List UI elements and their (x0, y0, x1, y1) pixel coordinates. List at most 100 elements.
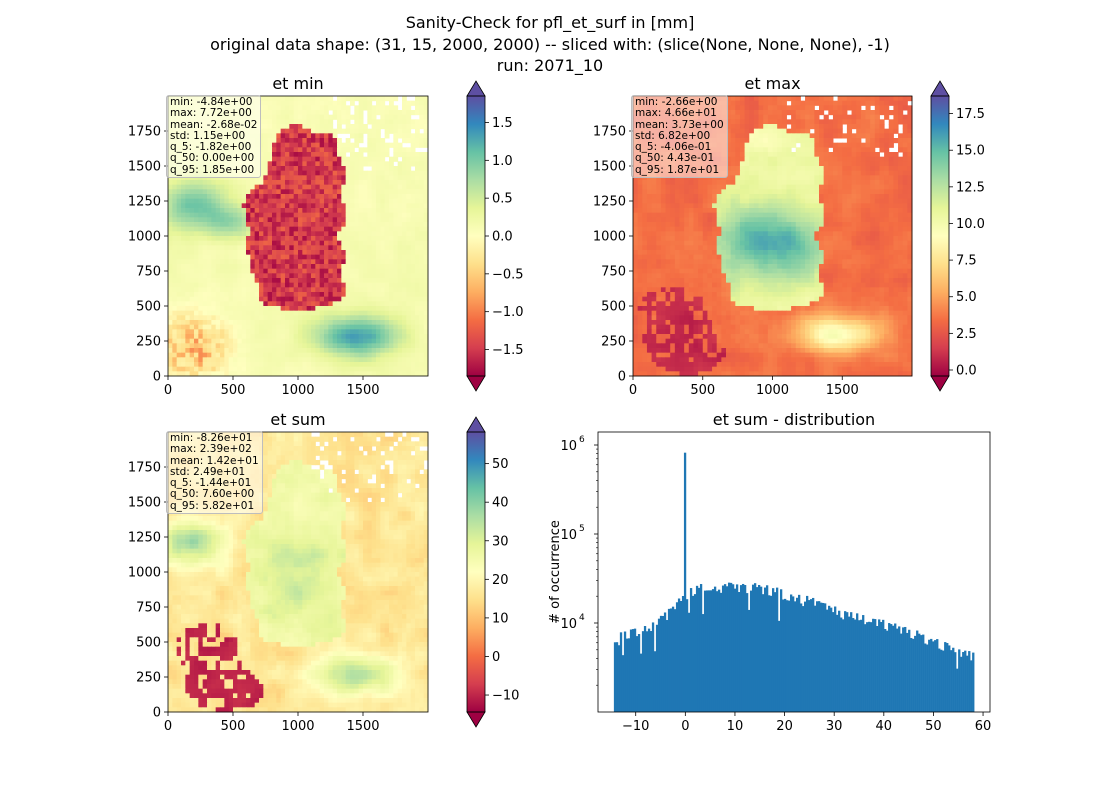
colorbar-tick-label-et-sum: 30 (492, 534, 509, 549)
y-tick-exponent-histogram: 6 (579, 435, 585, 445)
stats-line: q_5: -1.44e+01 (170, 477, 252, 490)
y-tick-label-et-max: 0 (618, 370, 626, 385)
x-tick-label-et-sum: 500 (221, 719, 246, 734)
stats-line: std: 1.15e+00 (170, 129, 246, 142)
colorbar-tick-label-et-max: 10.0 (956, 217, 985, 232)
x-tick-label-et-max: 1500 (826, 383, 859, 398)
stats-line: q_95: 1.87e+01 (635, 163, 720, 176)
y-tick-label-et-max: 750 (601, 265, 626, 280)
colorbar-tick-label-et-min: 1.0 (492, 154, 513, 169)
stats-line: mean: 3.73e+00 (635, 118, 724, 131)
stats-box-et-max: min: -2.66e+00 max: 4.66e+01 mean: 3.73e+0… (631, 95, 728, 179)
stats-box-et-sum: min: -8.26e+01 max: 2.39e+02 mean: 1.42e+0… (166, 431, 263, 515)
panel-title-et-min: et min (272, 74, 323, 93)
colorbar-tick-label-et-max: 2.5 (956, 327, 977, 342)
y-tick-exponent-histogram: 5 (579, 524, 585, 534)
panel-title-et-sum: et sum (270, 410, 325, 429)
x-tick-label-et-min: 1500 (346, 383, 379, 398)
y-tick-label-et-sum: 1250 (128, 531, 161, 546)
figure-title-line-2: original data shape: (31, 15, 2000, 2000… (210, 35, 890, 54)
y-tick-label-et-max: 500 (601, 300, 626, 315)
histogram-bars (613, 452, 975, 712)
axes-frame-histogram (597, 431, 991, 713)
stats-line: min: -8.26e+01 (170, 432, 253, 444)
y-tick-label-et-max: 1000 (593, 230, 626, 245)
x-tick-label-histogram: −10 (622, 719, 649, 734)
x-tick-label-histogram: 50 (925, 719, 942, 734)
stats-line: q_50: 0.00e+00 (170, 152, 255, 165)
colorbar-tick-label-et-min: −1.5 (492, 343, 524, 358)
colorbar-tick-label-et-max: 17.5 (956, 107, 985, 122)
y-tick-label-et-min: 1500 (128, 160, 161, 175)
stats-line: q_5: -1.82e+00 (170, 141, 252, 154)
colorbar-et-sum (467, 432, 485, 712)
y-tick-label-et-min: 0 (153, 370, 161, 385)
x-tick-label-et-sum: 1500 (346, 719, 379, 734)
stats-line: q_95: 1.85e+00 (170, 163, 255, 176)
y-tick-label-histogram: 10 (560, 617, 577, 632)
colorbar-tick-label-et-max: 5.0 (956, 290, 977, 305)
x-tick-label-histogram: 60 (975, 719, 992, 734)
y-tick-label-et-sum: 750 (136, 601, 161, 616)
colorbar-tick-label-et-sum: −10 (492, 689, 519, 704)
colorbar-extend-top-et-sum (466, 416, 486, 433)
colorbar-tick-label-et-sum: 50 (492, 457, 509, 472)
heatmap-et-sum (168, 432, 429, 713)
y-tick-label-et-sum: 1000 (128, 566, 161, 581)
y-axis-label-histogram: # of occurrence (548, 520, 563, 624)
colorbar-tick-label-et-min: 1.5 (492, 116, 513, 131)
colorbar-tick-label-et-min: −1.0 (492, 305, 524, 320)
y-tick-exponent-histogram: 4 (579, 613, 585, 623)
y-tick-label-et-min: 750 (136, 265, 161, 280)
y-tick-label-et-sum: 1500 (128, 496, 161, 511)
colorbar-extend-bottom-et-sum (466, 711, 486, 728)
x-tick-label-et-min: 0 (164, 383, 172, 398)
y-tick-label-et-max: 250 (601, 335, 626, 350)
stats-line: q_50: 4.43e-01 (635, 152, 715, 165)
y-tick-label-et-min: 250 (136, 335, 161, 350)
stats-line: q_5: -4.06e-01 (635, 141, 712, 154)
colorbar-et-max (931, 96, 949, 376)
y-tick-label-histogram: 10 (560, 439, 577, 454)
colorbar-et-min (467, 96, 485, 376)
x-tick-label-histogram: 10 (727, 719, 744, 734)
colorbar-extend-top-et-min (466, 80, 486, 97)
x-tick-label-histogram: 20 (776, 719, 793, 734)
stats-line: std: 6.82e+00 (635, 129, 711, 142)
stats-line: max: 4.66e+01 (635, 107, 717, 120)
y-tick-label-et-sum: 250 (136, 671, 161, 686)
panel-title-et-max: et max (744, 74, 800, 93)
y-tick-label-et-sum: 500 (136, 636, 161, 651)
stats-box-et-min: min: -4.84e+00 max: 7.72e+00 mean: -2.68e-… (166, 95, 262, 179)
y-tick-label-et-min: 1000 (128, 230, 161, 245)
stats-line: min: -2.66e+00 (635, 96, 718, 108)
y-tick-label-et-max: 1250 (593, 195, 626, 210)
y-tick-label-et-max: 1750 (593, 125, 626, 140)
x-tick-label-et-min: 1000 (281, 383, 314, 398)
stats-line: q_95: 5.82e+01 (170, 499, 255, 512)
colorbar-tick-label-et-sum: 40 (492, 496, 509, 511)
stats-line: max: 2.39e+02 (170, 443, 252, 456)
stats-line: std: 2.49e+01 (170, 465, 246, 478)
y-tick-label-et-min: 1250 (128, 195, 161, 210)
y-tick-label-histogram: 10 (560, 528, 577, 543)
x-tick-label-et-max: 1000 (756, 383, 789, 398)
stats-line: max: 7.72e+00 (170, 107, 252, 120)
x-tick-label-et-sum: 0 (164, 719, 172, 734)
x-tick-label-histogram: 40 (876, 719, 893, 734)
x-tick-label-histogram: 0 (681, 719, 689, 734)
colorbar-tick-label-et-sum: 20 (492, 573, 509, 588)
colorbar-tick-label-et-max: 12.5 (956, 180, 985, 195)
y-tick-label-et-min: 1750 (128, 125, 161, 140)
colorbar-extend-top-et-max (930, 80, 950, 97)
x-tick-label-histogram: 30 (826, 719, 843, 734)
y-tick-label-et-sum: 1750 (128, 461, 161, 476)
y-tick-label-et-min: 500 (136, 300, 161, 315)
stats-line: q_50: 7.60e+00 (170, 488, 255, 501)
colorbar-tick-label-et-sum: 10 (492, 611, 509, 626)
colorbar-tick-label-et-min: −0.5 (492, 267, 524, 282)
colorbar-frame-et-max (930, 95, 950, 377)
stats-line: mean: 1.42e+01 (170, 454, 259, 467)
figure-title-line-1: Sanity-Check for pfl_et_surf in [mm] (405, 13, 695, 32)
